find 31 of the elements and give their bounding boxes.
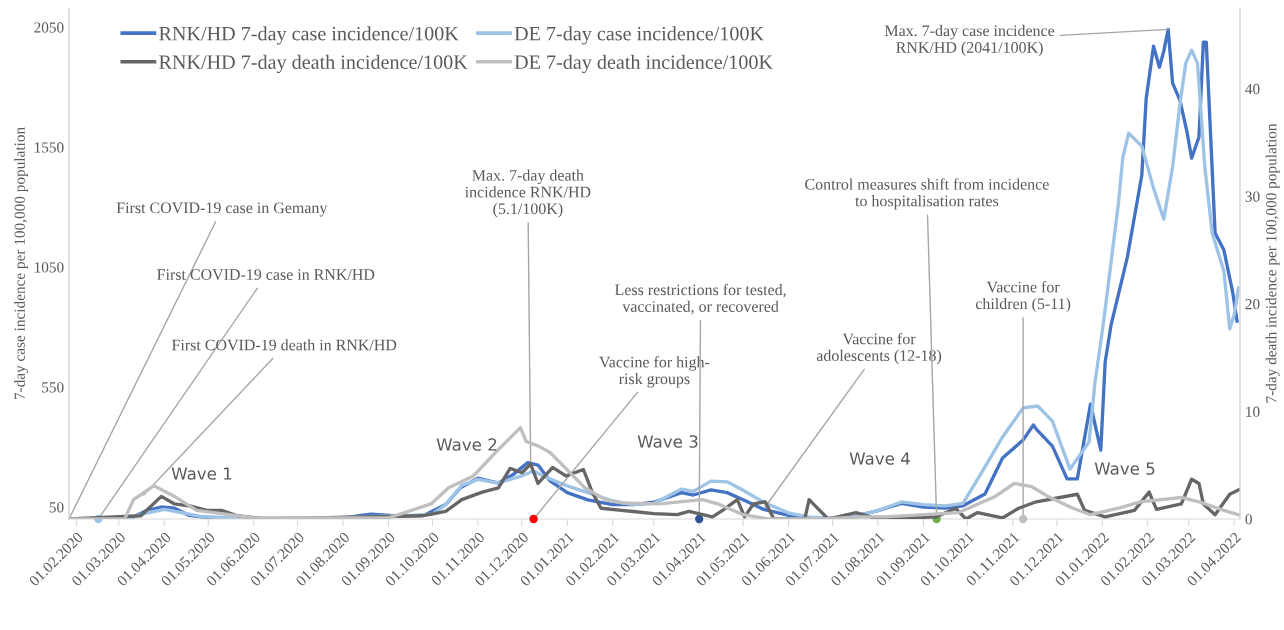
annotation: Vaccine for adolescents (12-18): [816, 332, 942, 365]
annotation: Less restrictions for tested, vaccinated, or recovered: [615, 283, 786, 315]
legend-label: RNK/HD 7-day case incidence/100K: [159, 26, 459, 45]
annotation: Vaccine for high- risk groups: [599, 356, 710, 388]
legend-label: RNK/HD 7-day death incidence/100K: [159, 54, 468, 74]
y-tick-label: 550: [42, 382, 64, 393]
y-tick-label: 1050: [34, 262, 64, 273]
legend-label: DE 7-day case incidence/100K: [514, 26, 764, 45]
y2-tick-label: 30: [1245, 191, 1260, 202]
annotation: Wave 4: [849, 452, 910, 465]
annotation: Wave 2: [436, 438, 497, 451]
annotation: Wave 1: [171, 467, 232, 480]
y2-tick-label: 40: [1245, 83, 1260, 95]
annotation: Max. 7-day death incidence RNK/HD (5.1/100K): [465, 169, 591, 218]
annotation: Wave 5: [1094, 462, 1155, 475]
y2-tick-label: 20: [1245, 298, 1260, 310]
annotation: Vaccine for children (5-11): [975, 281, 1071, 313]
annotation: Wave 3: [637, 435, 698, 448]
y2-tick-label: 0: [1245, 514, 1252, 525]
legend-label: DE 7-day death incidence/100K: [514, 54, 773, 74]
y-axis-title: 7-day case incidence per 100,000 population: [14, 127, 29, 400]
annotation: Control measures shift from incidence to hospitalisation rates: [805, 178, 1049, 210]
y-tick-label: 2050: [34, 22, 64, 33]
annotation: First COVID-19 case in RNK/HD: [157, 269, 375, 281]
annotation: First COVID-19 death in RNK/HD: [171, 339, 397, 351]
y-tick-label: 1550: [34, 142, 64, 153]
y2-tick-label: 10: [1246, 406, 1260, 417]
y2-axis-title: 7-day death incidence per 100,000 population: [1265, 123, 1280, 403]
y-tick-label: 50: [49, 502, 64, 513]
annotation: First COVID-19 case in Gemany: [116, 202, 328, 217]
annotation: Max. 7-day case incidence RNK/HD (2041/100K): [884, 24, 1055, 57]
